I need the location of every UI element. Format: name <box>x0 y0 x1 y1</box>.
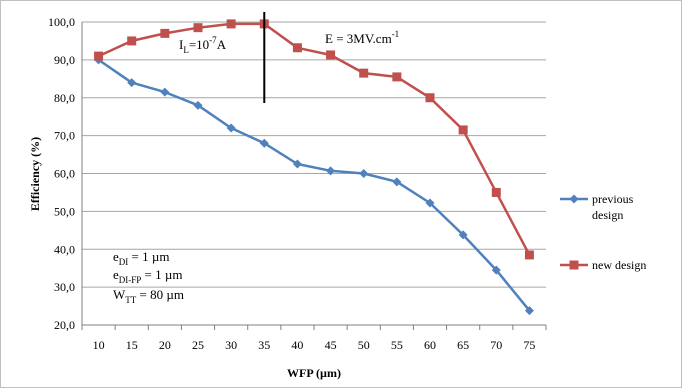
x-tick-label: 50 <box>358 338 370 352</box>
data-point-new-design <box>392 72 402 82</box>
data-point-previous-design <box>326 166 336 176</box>
legend-item-new: new design <box>560 258 646 272</box>
efield-sup: -1 <box>392 29 400 39</box>
x-tick-label: 40 <box>291 338 303 352</box>
x-tick-label: 75 <box>523 338 535 352</box>
data-point-previous-design <box>392 177 402 187</box>
edifp-tail: = 1 µm <box>141 267 182 282</box>
legend-marker-previous <box>569 194 579 204</box>
data-point-new-design <box>94 51 104 61</box>
y-tick-label: 70,0 <box>54 129 75 143</box>
annotation-edi: eDI = 1 µm <box>113 249 169 267</box>
efield-text: E = 3MV.cm <box>325 31 392 46</box>
y-tick-labels: 20,0 30,0 40,0 50,0 60,0 70,0 80,0 90,0 100,0 <box>48 15 75 332</box>
x-tick-label: 60 <box>424 338 436 352</box>
data-point-new-design <box>491 187 501 197</box>
y-tick-label: 40,0 <box>54 242 75 256</box>
y-tick-label: 100,0 <box>48 15 75 29</box>
wtt-sub: TT <box>125 295 136 305</box>
il-mid: =10 <box>189 37 209 52</box>
x-tick-label: 30 <box>225 338 237 352</box>
x-tick-label: 55 <box>391 338 403 352</box>
legend-label-previous: previous design <box>592 192 636 222</box>
data-point-new-design <box>458 125 468 135</box>
series-line-previous-design <box>97 58 531 312</box>
y-tick-label: 20,0 <box>54 318 75 332</box>
x-tick-label: 45 <box>325 338 337 352</box>
il-main: I <box>179 37 183 52</box>
x-tick-label: 20 <box>159 338 171 352</box>
x-tick-labels: 10 15 20 25 30 35 40 45 50 55 60 65 70 75 <box>93 338 536 352</box>
data-point-new-design <box>160 28 170 38</box>
y-axis-title: Efficiency (%) <box>28 137 42 211</box>
series-line-new-design <box>98 22 531 256</box>
annotation-efield: E = 3MV.cm-1 <box>325 29 399 46</box>
edifp-main: e <box>113 267 119 282</box>
x-axis-title: WFP (µm) <box>287 366 341 380</box>
data-point-previous-design <box>491 265 501 275</box>
legend: previous design new design <box>560 192 646 272</box>
data-point-new-design <box>193 23 203 33</box>
data-point-new-design <box>425 93 435 103</box>
wtt-tail: = 80 µm <box>136 287 184 302</box>
edifp-sub: DI-FP <box>119 275 142 285</box>
data-point-new-design <box>226 19 236 29</box>
legend-label-previous-line1: previous <box>592 192 634 206</box>
data-point-new-design <box>326 50 336 60</box>
x-tick-label: 65 <box>457 338 469 352</box>
data-point-new-design <box>292 43 302 53</box>
data-point-new-design <box>524 250 534 260</box>
gridlines <box>81 21 547 330</box>
y-tick-label: 80,0 <box>54 91 75 105</box>
edi-tail: = 1 µm <box>128 249 169 264</box>
data-point-previous-design <box>193 100 203 110</box>
data-point-previous-design <box>458 230 468 240</box>
edi-sub: DI <box>119 257 129 267</box>
data-point-previous-design <box>226 123 236 133</box>
il-sub: L <box>183 45 189 55</box>
series-group <box>94 19 534 316</box>
x-tick-label: 10 <box>93 338 105 352</box>
data-point-previous-design <box>425 198 435 208</box>
il-tail: A <box>217 37 227 52</box>
y-tick-label: 90,0 <box>54 53 75 67</box>
data-point-previous-design <box>127 78 137 88</box>
x-tick-label: 15 <box>126 338 138 352</box>
legend-label-previous-line2: design <box>592 208 623 222</box>
annotation-edifp: eDI-FP = 1 µm <box>113 267 182 285</box>
x-tick-label: 25 <box>192 338 204 352</box>
data-point-previous-design <box>292 159 302 169</box>
annotation-wtt: WTT = 80 µm <box>113 287 184 305</box>
legend-label-new: new design <box>592 258 646 272</box>
y-tick-label: 60,0 <box>54 167 75 181</box>
data-point-new-design <box>127 36 137 46</box>
legend-marker-new <box>569 260 579 270</box>
legend-item-previous: previous design <box>560 192 636 222</box>
data-point-previous-design <box>524 306 534 316</box>
y-tick-label: 30,0 <box>54 280 75 294</box>
edi-main: e <box>113 249 119 264</box>
x-tick-label: 35 <box>258 338 270 352</box>
data-point-previous-design <box>259 138 269 148</box>
x-tick-label: 70 <box>490 338 502 352</box>
wtt-main: W <box>113 287 126 302</box>
data-point-previous-design <box>160 87 170 97</box>
y-tick-label: 50,0 <box>54 204 75 218</box>
data-point-new-design <box>359 68 369 78</box>
data-point-previous-design <box>359 169 369 178</box>
annotation-il: IL=10-7A <box>179 35 227 55</box>
il-sup: -7 <box>209 35 217 45</box>
